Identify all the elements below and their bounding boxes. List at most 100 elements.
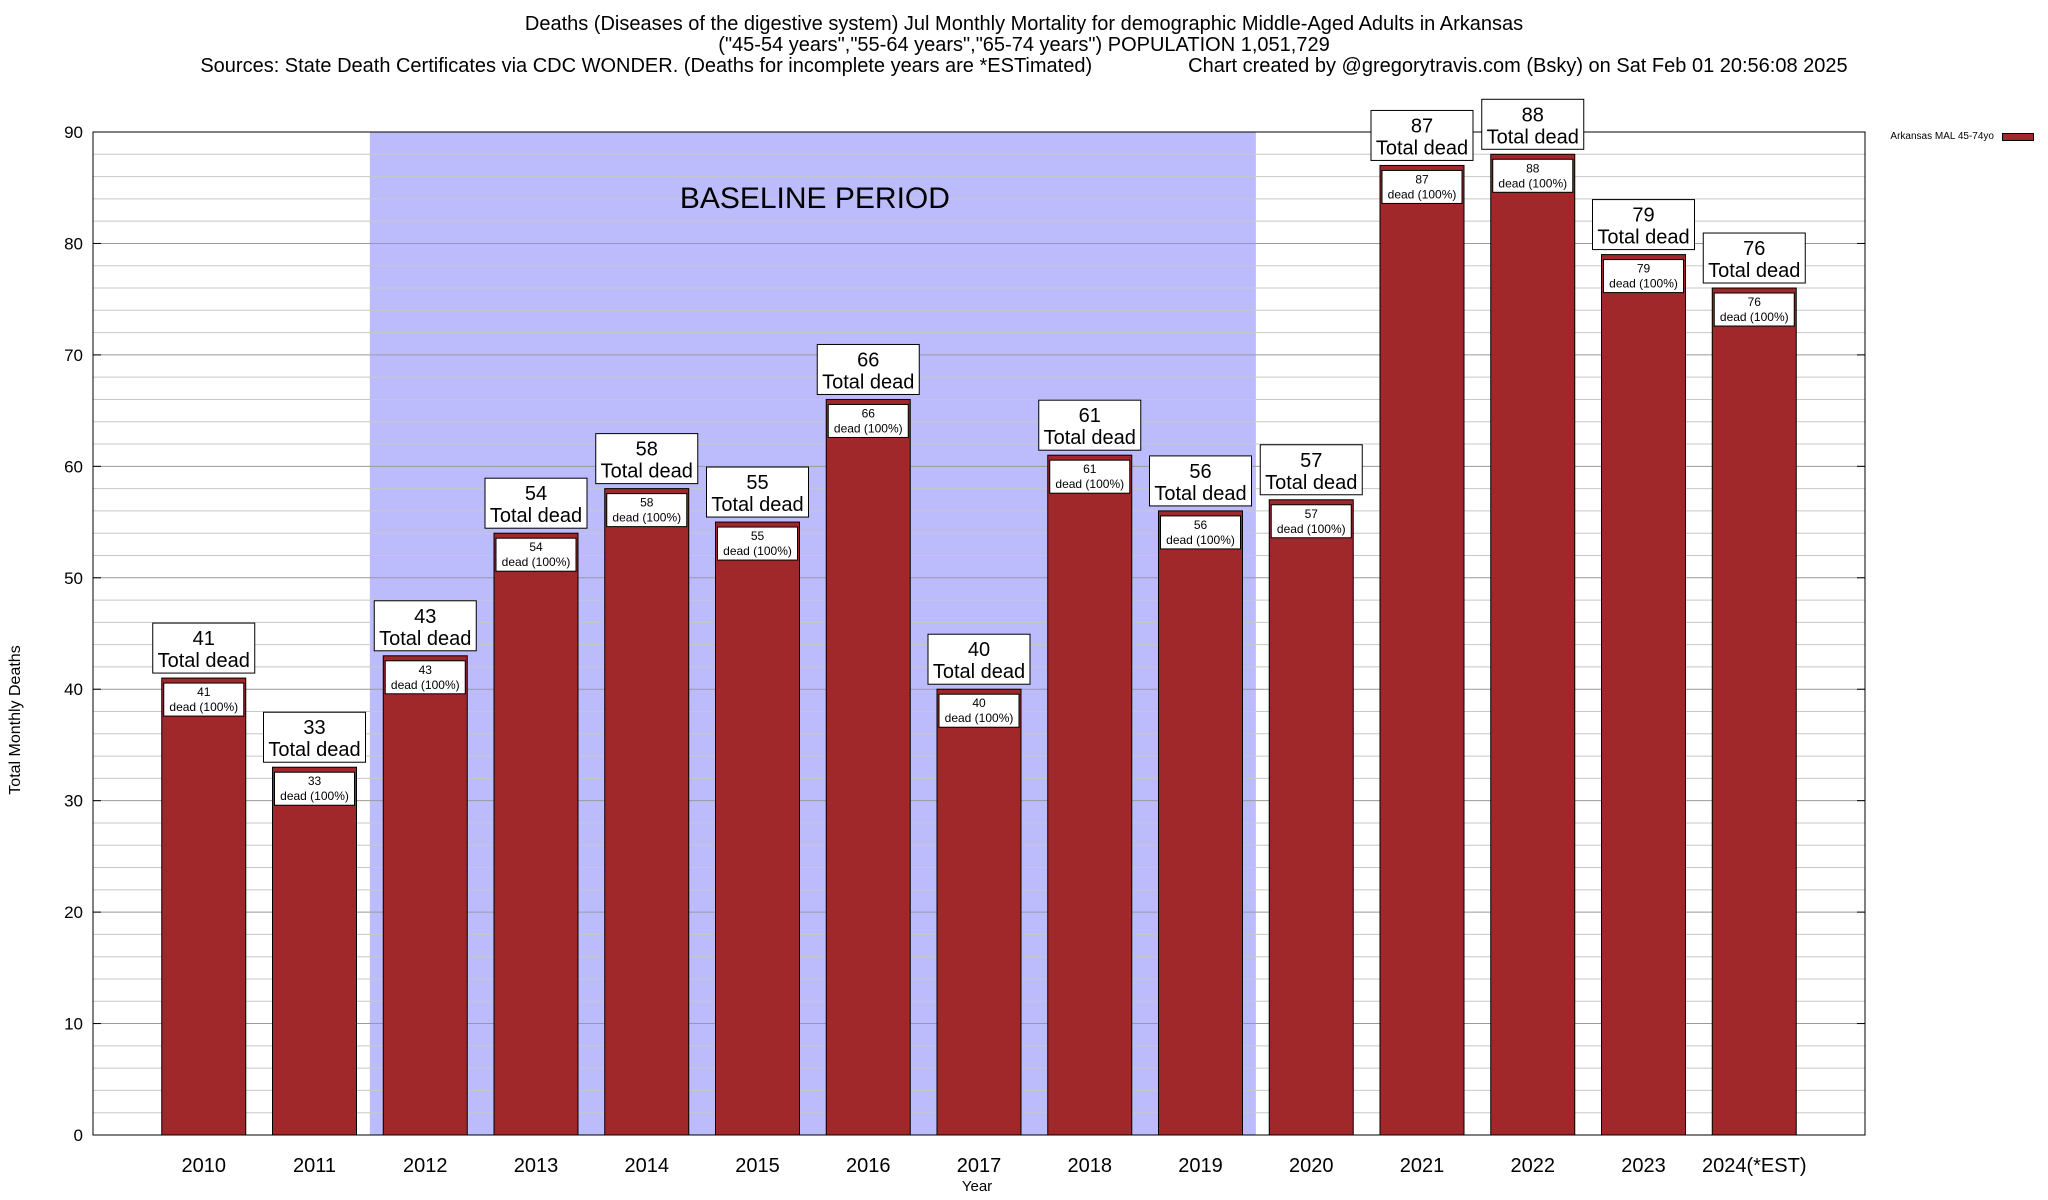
bar (936, 688, 1022, 1136)
bar-top-value: 54 (525, 483, 547, 505)
bar-top-label-box (373, 600, 477, 652)
bar-inner-value: 79 (1637, 262, 1651, 276)
bar-inner-value: 61 (1083, 462, 1097, 476)
bar-inner-label-box (1160, 515, 1241, 550)
bar (1268, 499, 1354, 1136)
y-tick-label: 40 (64, 680, 83, 699)
bar-inner-label-box (827, 403, 909, 438)
bar-inner-value: 88 (1526, 161, 1540, 175)
legend-label: Arkansas MAL 45-74yo (1890, 131, 1994, 142)
bar (382, 655, 468, 1136)
bar-top-value: 33 (303, 717, 325, 739)
bar-inner-value: 57 (1305, 507, 1319, 521)
bar-inner-value: 66 (862, 406, 876, 420)
bar-top-value: 41 (193, 628, 215, 650)
x-tick-label: 2023 (1621, 1155, 1666, 1177)
bar (1158, 510, 1243, 1136)
chart-subtitle: ("45-54 years","55-64 years","65-74 year… (718, 34, 1330, 56)
x-tick-label: 2022 (1511, 1155, 1556, 1177)
x-tick-label: 2013 (514, 1155, 559, 1177)
bar-inner-label-box (1270, 504, 1352, 539)
bar-top-value: 58 (636, 439, 658, 461)
chart-credit: Chart created by @gregorytravis.com (Bsk… (1188, 55, 1848, 77)
bar-inner-label-box (1381, 169, 1463, 204)
bar-inner-percent: dead (100%) (1720, 310, 1789, 324)
bar-top-label: Total dead (158, 650, 250, 672)
bar-inner-label-box (1492, 158, 1574, 193)
bar-top-label-box (927, 633, 1031, 685)
x-tick-label: 2019 (1178, 1155, 1223, 1177)
bar-top-label-box (816, 343, 920, 395)
y-tick-label: 80 (64, 234, 83, 253)
bar-inner-label-box (274, 771, 355, 806)
bar-inner-percent: dead (100%) (834, 421, 903, 435)
x-tick-label: 2018 (1068, 1155, 1113, 1177)
bar-top-label-box (1038, 399, 1142, 451)
bar-inner-label-box (163, 682, 245, 717)
x-tick-label: 2011 (293, 1155, 336, 1177)
bar (493, 532, 579, 1136)
bar-top-value: 79 (1632, 205, 1654, 227)
x-tick-label: 2016 (846, 1155, 891, 1177)
bar-top-value: 55 (746, 472, 768, 494)
bar-top-value: 40 (968, 639, 990, 661)
bar (1490, 153, 1576, 1136)
bar (161, 677, 247, 1136)
y-tick-label: 20 (64, 903, 83, 922)
bar-top-label-box (706, 466, 809, 518)
bar-top-label: Total dead (268, 739, 360, 761)
bar (715, 521, 800, 1136)
bar-top-label: Total dead (1376, 137, 1468, 159)
bar-top-label: Total dead (1154, 483, 1246, 505)
bar-inner-percent: dead (100%) (1498, 176, 1567, 190)
bar-top-label: Total dead (1044, 427, 1136, 449)
bar (1379, 164, 1465, 1136)
bar-top-label-box (484, 477, 588, 529)
bar-top-label-box (595, 433, 699, 485)
bar-inner-percent: dead (100%) (391, 678, 460, 692)
bar-top-label: Total dead (601, 461, 693, 483)
bar-top-value: 76 (1743, 238, 1765, 260)
chart-source-line: Sources: State Death Certificates via CD… (0, 56, 2048, 77)
y-tick-label: 30 (64, 792, 83, 811)
bar-top-label-box (1481, 98, 1585, 150)
bar-inner-percent: dead (100%) (502, 555, 571, 569)
bar-top-value: 43 (414, 606, 436, 628)
bar-top-label-box (1592, 199, 1695, 251)
bar-top-label-box (1702, 232, 1806, 284)
bar-inner-label-box (1713, 292, 1795, 327)
bar (1047, 454, 1133, 1136)
bar-top-label: Total dead (1708, 260, 1800, 282)
bar-inner-value: 43 (419, 663, 433, 677)
bar-top-label: Total dead (1597, 227, 1689, 249)
y-tick-label: 10 (64, 1015, 83, 1034)
bar-top-value: 61 (1079, 405, 1101, 427)
bar-inner-label-box (717, 526, 798, 561)
bar-inner-label-box (938, 693, 1020, 728)
bar-inner-percent: dead (100%) (1609, 277, 1678, 291)
y-tick-label: 0 (74, 1126, 83, 1145)
bar-inner-value: 76 (1748, 295, 1762, 309)
bar-top-value: 66 (857, 349, 879, 371)
bar-inner-value: 55 (751, 529, 765, 543)
legend: Arkansas MAL 45-74yo (1890, 131, 2034, 142)
bar-top-label: Total dead (822, 371, 914, 393)
bar (604, 488, 690, 1136)
bar-inner-value: 40 (972, 696, 986, 710)
bar-top-label-box (1370, 109, 1474, 161)
y-tick-label: 90 (64, 123, 83, 142)
bar-inner-percent: dead (100%) (1055, 477, 1124, 491)
bar-top-label-box (263, 711, 366, 763)
bar-inner-percent: dead (100%) (169, 700, 238, 714)
bar (1601, 254, 1686, 1136)
bar-top-value: 88 (1522, 104, 1544, 126)
bar-inner-percent: dead (100%) (1277, 522, 1346, 536)
bar-top-label: Total dead (711, 494, 803, 516)
bar-inner-label-box (1049, 459, 1131, 494)
legend-swatch (2002, 132, 2034, 141)
bar-inner-value: 56 (1194, 518, 1208, 532)
bar-inner-label-box (495, 537, 577, 572)
x-tick-label: 2012 (403, 1155, 448, 1177)
y-tick-label: 70 (64, 346, 83, 365)
